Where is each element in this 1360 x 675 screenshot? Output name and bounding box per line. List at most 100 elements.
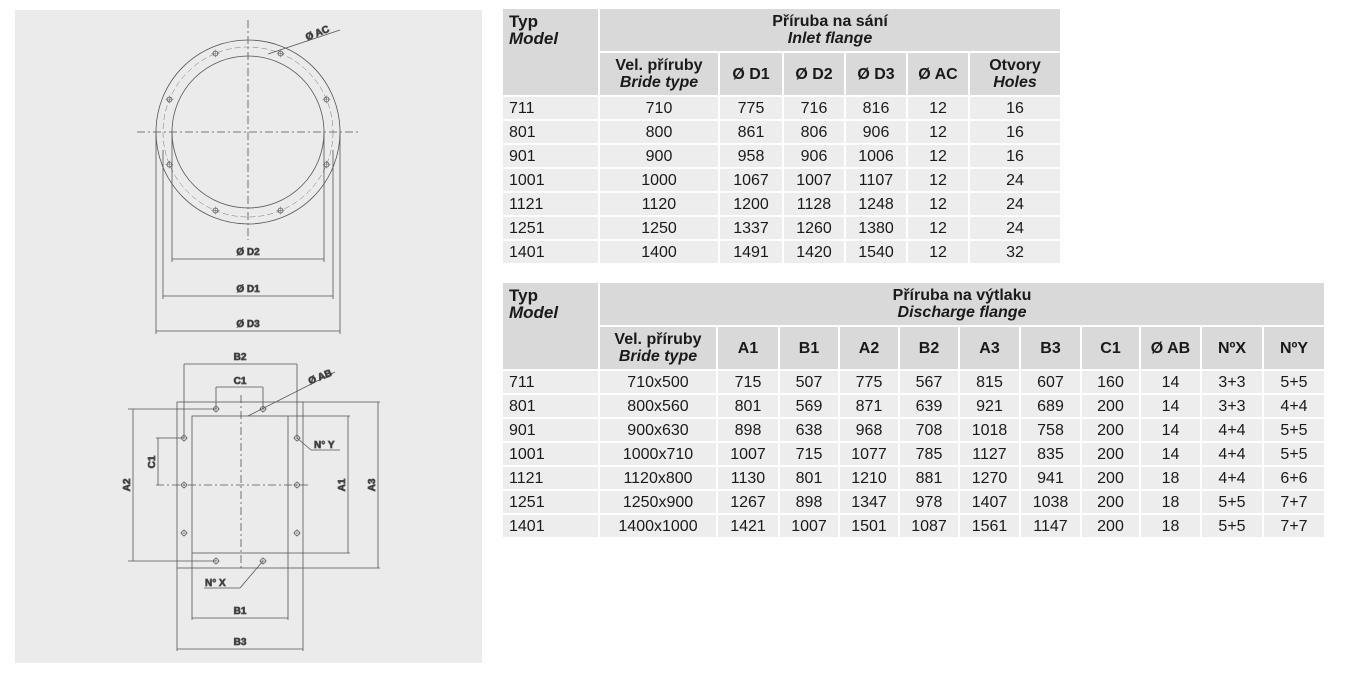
table-cell: 1561	[960, 515, 1019, 537]
table-cell: 3+3	[1202, 371, 1262, 393]
table-cell: 1018	[960, 419, 1019, 441]
table-cell: 16	[970, 145, 1060, 167]
table-cell: 710x500	[600, 371, 716, 393]
label-d2: Ø D2	[236, 247, 260, 258]
table-cell: 638	[780, 419, 838, 441]
table-cell: 4+4	[1202, 443, 1262, 465]
flange-drawing: Ø AC Ø D2 Ø D1 Ø D3 B2 C1 Ø AB N° Y N° X…	[15, 10, 482, 663]
table-cell: 900x630	[600, 419, 716, 441]
table-cell: 569	[780, 395, 838, 417]
table-row: 1251 1250 1337 1260 1380 12 24	[503, 217, 1060, 239]
table-cell: 775	[720, 97, 782, 119]
table-cell: 1380	[846, 217, 906, 239]
table-cell: 1420	[784, 241, 844, 263]
table-cell: 14	[1141, 395, 1200, 417]
table-cell: 607	[1021, 371, 1080, 393]
table-cell: 1267	[718, 491, 778, 513]
table-cell: 881	[900, 467, 958, 489]
table-cell: 835	[1021, 443, 1080, 465]
label-b3: B3	[234, 637, 247, 648]
table-cell: 160	[1082, 371, 1139, 393]
table-cell: 16	[970, 121, 1060, 143]
table-cell: 7+7	[1264, 491, 1324, 513]
table-cell: 921	[960, 395, 1019, 417]
table-cell: 24	[970, 193, 1060, 215]
table-cell: 5+5	[1202, 491, 1262, 513]
table-row: 801 800 861 806 906 12 16	[503, 121, 1060, 143]
col-header: A2	[840, 327, 898, 369]
table-cell: 1006	[846, 145, 906, 167]
table-cell: 968	[840, 419, 898, 441]
table-cell: 14	[1141, 443, 1200, 465]
table-cell: 801	[503, 395, 598, 417]
table-cell: 24	[970, 217, 1060, 239]
table-cell: 898	[780, 491, 838, 513]
table-cell: 941	[1021, 467, 1080, 489]
table-cell: 901	[503, 419, 598, 441]
table-cell: 200	[1082, 395, 1139, 417]
table-cell: 906	[784, 145, 844, 167]
table-cell: 978	[900, 491, 958, 513]
table-cell: 900	[600, 145, 718, 167]
table-cell: 12	[908, 241, 968, 263]
table-cell: 7+7	[1264, 515, 1324, 537]
table-cell: 785	[900, 443, 958, 465]
table-cell: 1000x710	[600, 443, 716, 465]
table-cell: 715	[718, 371, 778, 393]
table-cell: 1007	[718, 443, 778, 465]
table-cell: 1248	[846, 193, 906, 215]
table-cell: 801	[718, 395, 778, 417]
label-b1: B1	[234, 606, 247, 617]
table-cell: 708	[900, 419, 958, 441]
table-cell: 1127	[960, 443, 1019, 465]
table-cell: 815	[960, 371, 1019, 393]
table-cell: 12	[908, 145, 968, 167]
table-cell: 1001	[503, 443, 598, 465]
table-cell: 1128	[784, 193, 844, 215]
table-cell: 1400	[600, 241, 718, 263]
table-cell: 711	[503, 97, 598, 119]
table-row: 1401 1400x1000 1421 1007 1501 1087 1561 1147 200…	[503, 515, 1324, 537]
label-nx: N° X	[205, 578, 226, 589]
table-cell: 12	[908, 97, 968, 119]
col-header: B3	[1021, 327, 1080, 369]
table-cell: 12	[908, 169, 968, 191]
table-cell: 800x560	[600, 395, 716, 417]
table-cell: 5+5	[1264, 443, 1324, 465]
table-cell: 711	[503, 371, 598, 393]
table-cell: 4+4	[1202, 467, 1262, 489]
table-cell: 801	[780, 467, 838, 489]
label-c1-vertical: C1	[147, 455, 158, 468]
table-cell: 3+3	[1202, 395, 1262, 417]
table-cell: 1210	[840, 467, 898, 489]
col-bride: Vel. příruby Bride type	[600, 327, 716, 369]
table-cell: 758	[1021, 419, 1080, 441]
label-d3: Ø D3	[236, 319, 260, 330]
table-cell: 1400x1000	[600, 515, 716, 537]
table-cell: 1501	[840, 515, 898, 537]
col-d2: Ø D2	[784, 53, 844, 95]
label-ab: Ø AB	[307, 368, 334, 387]
table-row: 1401 1400 1491 1420 1540 12 32	[503, 241, 1060, 263]
table-cell: 1007	[784, 169, 844, 191]
table-cell: 6+6	[1264, 467, 1324, 489]
table-row: 1121 1120 1200 1128 1248 12 24	[503, 193, 1060, 215]
table-cell: 1107	[846, 169, 906, 191]
table-cell: 507	[780, 371, 838, 393]
label-ac: Ø AC	[304, 24, 331, 43]
table-cell: 816	[846, 97, 906, 119]
discharge-flange-table: Typ Model Příruba na výtlaku Discharge fla…	[501, 281, 1326, 539]
table-cell: 12	[908, 217, 968, 239]
table-cell: 898	[718, 419, 778, 441]
col-header: B1	[780, 327, 838, 369]
col-typ: Typ Model	[503, 283, 598, 369]
table-cell: 1337	[720, 217, 782, 239]
table-cell: 1491	[720, 241, 782, 263]
table-cell: 871	[840, 395, 898, 417]
table-cell: 200	[1082, 419, 1139, 441]
table-cell: 800	[600, 121, 718, 143]
table-cell: 1250x900	[600, 491, 716, 513]
table-cell: 806	[784, 121, 844, 143]
inlet-title: Příruba na sání Inlet flange	[600, 9, 1060, 51]
table-row: 711 710 775 716 816 12 16	[503, 97, 1060, 119]
